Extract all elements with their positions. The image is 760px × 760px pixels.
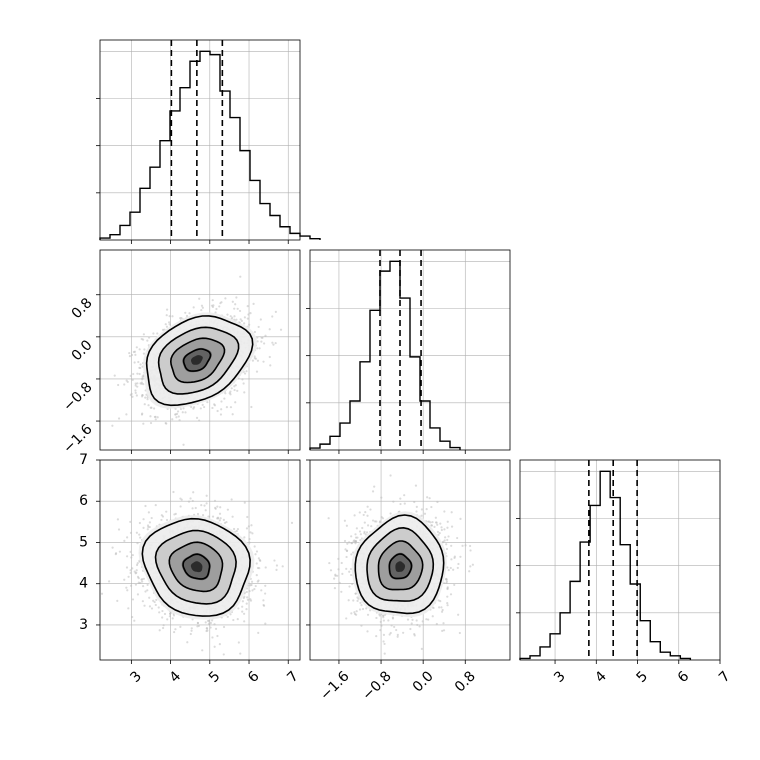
x-tick-label: 6 [245,668,263,686]
x-tick-label: 7 [284,668,302,686]
contour-line [388,553,413,580]
contour-line [145,315,254,407]
scatter-contour-panel-1-2: −1.6 −0.8 0.0 0.8 [306,459,511,704]
y-tick-label: 0.8 [69,295,96,322]
histogram-step-line [309,260,461,450]
x-tick-label: 5 [206,668,224,686]
x-tick-label: −1.6 [317,668,352,703]
panel-frame [309,459,511,661]
y-tick-label: 6 [79,493,88,509]
contour-line [354,514,445,615]
y-tick-label: −0.8 [60,379,95,414]
histogram-panel-2: 3 4 5 6 7 [516,459,734,686]
y-tick-label: 7 [79,452,88,468]
histogram-step-line [99,50,321,240]
contour-line [169,337,226,384]
x-tick-label: 4 [592,668,610,686]
contour-line [157,326,240,395]
x-tick-label: 0.8 [452,668,479,695]
y-tick-label: 4 [79,576,88,592]
x-tick-label: 5 [634,668,652,686]
histogram-panel-1 [306,249,511,454]
x-tick-label: 6 [675,668,693,686]
contour-line [154,529,237,605]
histogram-panel-0 [96,39,321,244]
y-tick-label: 0.0 [69,337,96,364]
panel-frame [99,249,301,451]
histogram-step-line [519,470,692,660]
density-fill [191,355,203,365]
contour-line [366,526,435,602]
scatter-contour-panel-0-1: −1.6 −0.8 0.0 0.8 [60,249,301,457]
histogram-frame [99,39,301,241]
contour-line [182,553,211,580]
contour-line [377,540,424,591]
x-tick-label: −0.8 [359,668,394,703]
x-tick-label: 4 [167,668,185,686]
density-fill [395,561,406,572]
x-tick-label: 7 [716,668,734,686]
x-tick-label: 3 [127,668,145,686]
scatter-contour-panel-0-2: 3 4 5 6 7 3 4 5 6 7 [79,452,302,686]
x-tick-label: 0.0 [410,668,437,695]
contour-line [182,348,212,372]
contour-line [141,517,251,617]
panel-frame [99,459,301,661]
y-tick-label: 5 [79,534,88,550]
contour-line [168,541,224,593]
y-tick-label: −1.6 [60,421,95,456]
y-tick-label: 3 [79,617,88,633]
x-tick-label: 3 [551,668,569,686]
histogram-frame [519,459,721,661]
histogram-frame [309,249,511,451]
density-fill [190,561,203,573]
